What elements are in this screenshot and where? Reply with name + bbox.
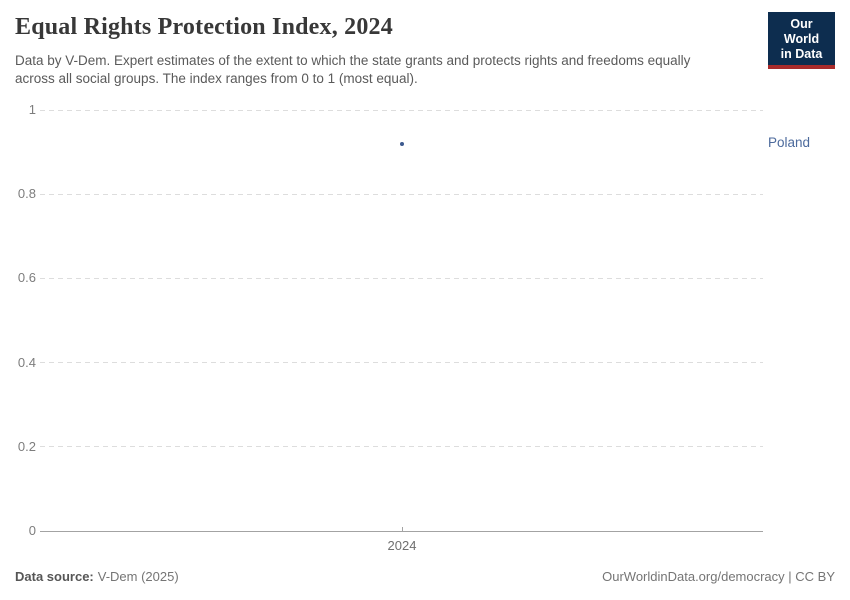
owid-logo[interactable]: Our World in Data [768,12,835,70]
owid-logo-line1: Our World [783,17,820,46]
owid-logo-line2: in Data [780,46,823,61]
y-gridline [40,109,763,111]
y-gridline [40,277,763,279]
y-axis-tick-label: 0.8 [17,186,36,202]
y-axis-tick-label: 0.2 [17,438,36,454]
y-gridline [40,193,763,195]
x-axis-tick [402,527,403,531]
chart-subtitle: Data by V-Dem. Expert estimates of the e… [15,53,691,86]
data-source-value: V-Dem (2025) [97,569,179,584]
y-gridline [40,446,763,448]
data-source-label: Data source: [15,569,94,584]
data-source-note: Data source: V-Dem (2025) [15,569,179,584]
chart-footer: Data source: V-Dem (2025) OurWorldinData.… [15,569,835,584]
y-axis-tick-label: 1 [28,102,36,117]
y-axis-tick-label: 0.6 [17,270,36,286]
y-gridline [40,362,763,364]
x-axis-line [40,530,763,532]
y-axis-tick-label: 0 [28,523,36,538]
entity-label-poland[interactable]: Poland [768,134,811,150]
license-credit-link[interactable]: OurWorldinData.org/democracy | CC BY [602,569,835,584]
data-point-poland[interactable] [400,141,404,146]
y-axis-tick-label: 0.4 [17,354,36,370]
page-title: Equal Rights Protection Index, 2024 [15,14,393,40]
x-axis-tick-label: 2024 [387,538,417,553]
